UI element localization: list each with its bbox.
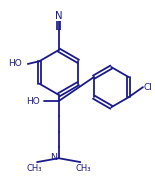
Text: CH₃: CH₃ (76, 164, 91, 173)
Text: CH₃: CH₃ (26, 164, 42, 173)
Text: N: N (51, 153, 58, 162)
Text: HO: HO (27, 96, 40, 106)
Text: N: N (55, 11, 62, 21)
Text: HO: HO (8, 60, 22, 68)
Text: Cl: Cl (144, 83, 153, 92)
